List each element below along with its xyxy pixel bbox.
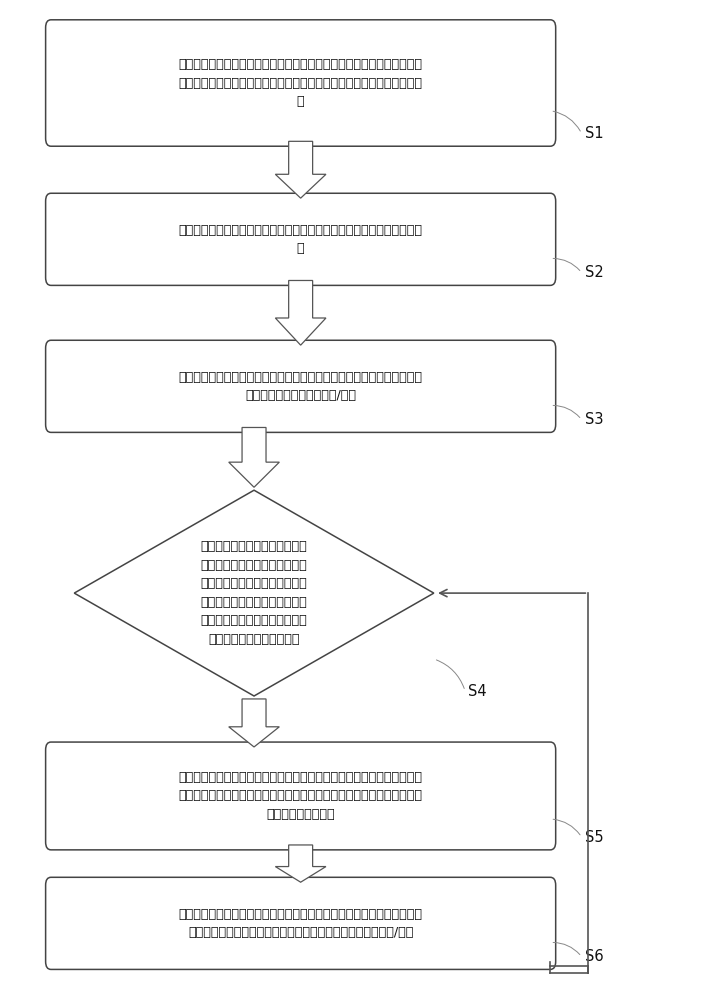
Text: S6: S6 [585,949,604,964]
Text: 换向，输入有所述二次油水混合
物的所述第一罐体或所述第二罐
体达到预设换向条件时，将输入
有所述二次油水混合物的所述第
一罐体或所述第二罐体中的三次
油水混合物: 换向，输入有所述二次油水混合 物的所述第一罐体或所述第二罐 体达到预设换向条件时… [200,540,307,646]
Polygon shape [276,280,326,345]
FancyBboxPatch shape [46,877,556,969]
FancyBboxPatch shape [46,20,556,146]
FancyBboxPatch shape [46,742,556,850]
Text: S2: S2 [585,265,604,280]
Polygon shape [74,490,434,696]
Text: 循环分输，将所述五次油水混合物输入至未输入有二次油水混合物的所述
第一罐体或所述第二罐体中，进行二次混合物分离并输出油和/或气: 循环分输，将所述五次油水混合物输入至未输入有二次油水混合物的所述 第一罐体或所述… [179,908,422,939]
Text: S5: S5 [585,830,604,845]
Polygon shape [228,699,279,747]
Text: S1: S1 [585,126,604,141]
Polygon shape [276,845,326,882]
Text: 处理，将多相流混合物输送至第一罐体和第二罐体中，将所述多相流混合
物中液体从所述第一罐体或第二罐体分离并输出一次油水混合物至第三罐
体: 处理，将多相流混合物输送至第一罐体和第二罐体中，将所述多相流混合 物中液体从所述… [179,58,422,108]
Polygon shape [228,427,279,487]
FancyBboxPatch shape [46,193,556,285]
Text: S4: S4 [468,684,487,699]
FancyBboxPatch shape [46,340,556,432]
Text: 分输，将输入有所述二次油水混合物的所述第一罐体或所述第二罐体进行
一次混合物分离并输出油和/或气: 分输，将输入有所述二次油水混合物的所述第一罐体或所述第二罐体进行 一次混合物分离… [179,371,422,402]
Text: 除水，对输出的所述一次油水混合物进行除水分离，并输出二次油水混合
物: 除水，对输出的所述一次油水混合物进行除水分离，并输出二次油水混合 物 [179,224,422,255]
Text: 循环除水，将输出的所述三次油水混合物与所述除水步骤中的所述一次油
水混合物混合得到四次油水混合物，对所述四次油水混合物除水分离，并
输出五次油水混合物: 循环除水，将输出的所述三次油水混合物与所述除水步骤中的所述一次油 水混合物混合得… [179,771,422,821]
Text: S3: S3 [585,412,604,427]
Polygon shape [276,141,326,198]
